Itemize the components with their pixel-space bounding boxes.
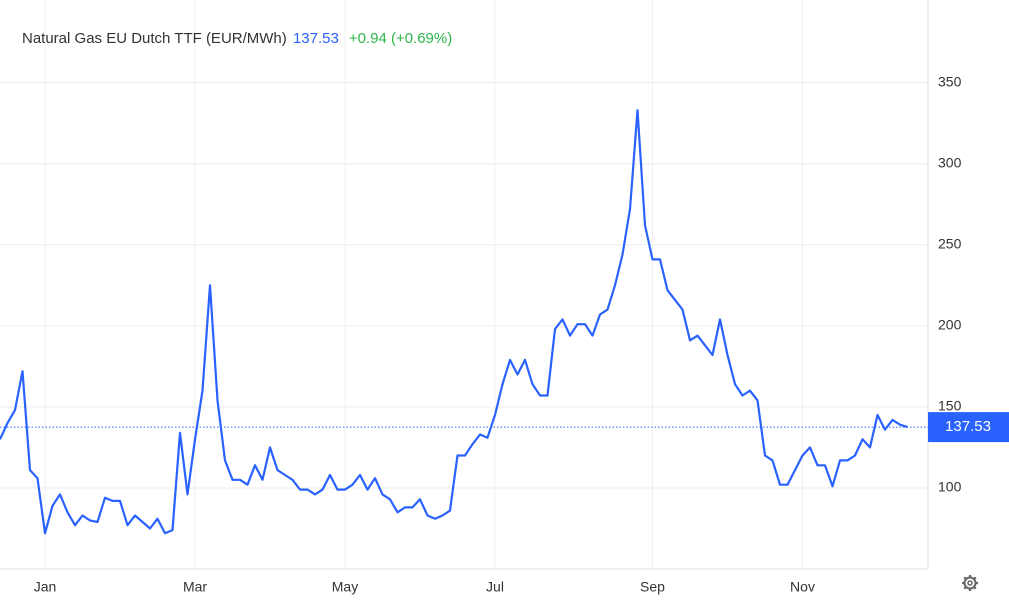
x-tick-label: Jul: [486, 579, 504, 595]
y-tick-label: 250: [938, 235, 962, 251]
settings-icon[interactable]: [962, 575, 978, 591]
last-value-label: 137.53: [945, 418, 991, 435]
y-tick-label: 300: [938, 154, 962, 170]
y-tick-label: 150: [938, 398, 962, 414]
y-tick-label: 350: [938, 73, 962, 89]
x-tick-label: Jan: [34, 579, 57, 595]
x-tick-label: Sep: [640, 579, 665, 595]
y-tick-label: 200: [938, 317, 962, 333]
chart-header: Natural Gas EU Dutch TTF (EUR/MWh) 137.5…: [22, 30, 452, 47]
x-tick-label: Mar: [183, 579, 207, 595]
change: +0.94 (+0.69%): [348, 30, 453, 47]
last-value: 137.53: [292, 30, 339, 47]
price-line: [0, 109, 908, 535]
x-tick-label: Nov: [790, 579, 815, 595]
x-tick-label: May: [332, 579, 358, 595]
y-tick-label: 100: [938, 479, 962, 495]
last-value-tag: [928, 412, 1009, 443]
chart-title: Natural Gas EU Dutch TTF (EUR/MWh): [22, 30, 287, 47]
